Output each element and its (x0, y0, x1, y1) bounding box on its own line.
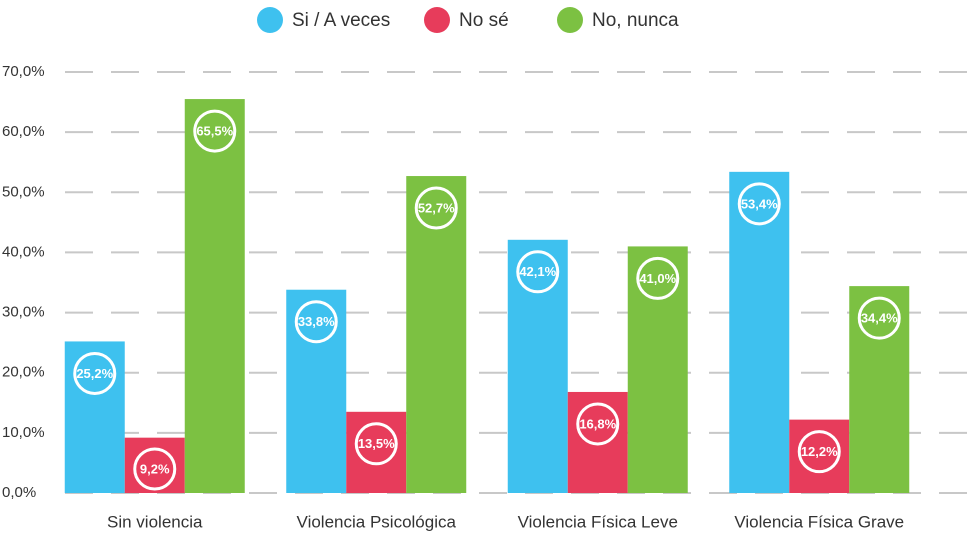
value-label: 12,2% (801, 444, 838, 459)
value-label: 9,2% (140, 461, 170, 476)
chart: 0,0% 10,0% 20,0% 30,0% 40,0% 50,0% 60,0% 70,0% S… (0, 0, 980, 539)
y-tick-label: 50,0% (2, 183, 45, 200)
value-label: 42,1% (519, 264, 556, 279)
value-label: 52,7% (418, 200, 455, 215)
y-tick-label: 10,0% (2, 424, 45, 441)
value-label: 53,4% (741, 196, 778, 211)
y-tick-label: 20,0% (2, 364, 45, 381)
value-label: 16,8% (579, 416, 616, 431)
x-tick-label: Violencia Psicológica (297, 512, 457, 531)
legend-swatch (257, 7, 283, 33)
x-tick-label: Violencia Física Grave (734, 512, 904, 531)
y-tick-label: 60,0% (2, 123, 45, 140)
x-tick-label: Sin violencia (107, 512, 203, 531)
bar (185, 99, 245, 493)
y-tick-label: 70,0% (2, 63, 45, 80)
value-label: 25,2% (76, 366, 113, 381)
legend-label: Si / A veces (292, 10, 390, 31)
y-tick-label: 0,0% (2, 484, 36, 501)
legend-label: No, nunca (592, 10, 679, 31)
value-label: 13,5% (358, 436, 395, 451)
legend-swatch (424, 7, 450, 33)
y-tick-label: 30,0% (2, 304, 45, 321)
y-tick-label: 40,0% (2, 243, 45, 260)
legend-swatch (557, 7, 583, 33)
value-label: 34,4% (861, 311, 898, 326)
legend-label: No sé (459, 10, 509, 31)
value-label: 65,5% (196, 124, 233, 139)
x-tick-label: Violencia Física Leve (518, 512, 678, 531)
value-label: 33,8% (298, 314, 335, 329)
value-label: 41,0% (639, 271, 676, 286)
